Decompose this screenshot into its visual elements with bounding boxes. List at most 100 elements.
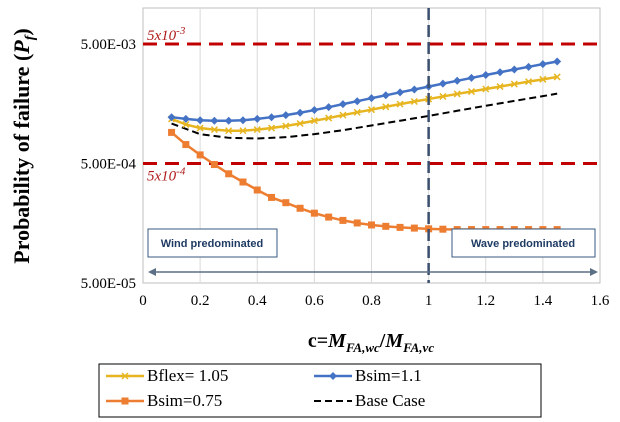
data-point <box>310 117 318 125</box>
data-point <box>481 71 490 80</box>
x-tick-label: 0.4 <box>248 293 267 309</box>
wind-region-box: Wind predominated <box>147 228 278 258</box>
x-tick-label: 0.6 <box>305 293 324 309</box>
data-point <box>210 126 218 134</box>
data-point <box>353 108 361 116</box>
legend-label: Bsim=1.1 <box>355 366 422 385</box>
data-point <box>496 68 505 77</box>
series-line <box>171 75 558 132</box>
data-point <box>121 397 129 405</box>
x-tick-label: 1.2 <box>476 293 495 309</box>
data-point <box>410 224 418 232</box>
x-tick-label: 1.4 <box>534 293 553 309</box>
data-point <box>268 193 276 201</box>
data-point <box>253 186 261 194</box>
data-point <box>225 127 233 135</box>
legend: Bflex= 1.05 Bsim=1.1 Bsim=0.75 Base Case <box>98 363 542 418</box>
data-point <box>396 88 405 97</box>
data-point <box>296 204 304 212</box>
y-axis-label: Probability of failure (Pf) <box>9 28 38 263</box>
y-tick-label: 5.00E-04 <box>81 156 137 172</box>
series-line <box>171 92 558 140</box>
x-tick-label: 1 <box>425 293 433 309</box>
data-point <box>239 127 247 135</box>
data-point <box>367 106 376 114</box>
data-point <box>539 75 547 83</box>
series-bsim-1-1 <box>167 57 562 125</box>
data-point <box>168 128 176 136</box>
data-point <box>310 209 318 217</box>
series-line <box>171 60 558 122</box>
data-point <box>382 222 390 230</box>
data-point <box>368 221 375 229</box>
threshold-label: 5x10-3 <box>147 25 186 44</box>
y-tick-label: 5.00E-03 <box>81 37 136 53</box>
data-point <box>410 97 418 106</box>
data-point <box>410 85 419 94</box>
data-point <box>296 119 304 128</box>
data-point <box>267 113 276 122</box>
data-point <box>181 114 190 123</box>
legend-item: Bsim=1.1 <box>314 366 422 385</box>
data-point <box>396 100 404 108</box>
data-point <box>510 65 519 74</box>
data-point <box>324 103 333 112</box>
data-point <box>496 83 504 91</box>
data-point <box>253 114 262 123</box>
legend-label: Bflex= 1.05 <box>147 366 228 385</box>
data-point <box>524 62 533 71</box>
data-point <box>381 91 390 100</box>
data-point <box>282 199 290 207</box>
x-tick-label: 1.6 <box>591 293 610 309</box>
x-tick-label: 0 <box>139 293 147 309</box>
y-tick-label: 5.00E-05 <box>81 276 136 292</box>
series-line <box>170 131 558 231</box>
data-point <box>425 225 433 233</box>
data-point <box>325 114 333 122</box>
data-point <box>167 113 176 122</box>
legend-item: Base Case <box>314 391 425 410</box>
data-point <box>367 94 376 103</box>
data-point <box>439 92 447 100</box>
series-layer <box>167 57 562 234</box>
x-axis-label: c=MFA,wc/MFA,vc <box>308 330 434 355</box>
x-tick-label: 0.2 <box>191 293 210 309</box>
data-point <box>553 73 561 81</box>
wave-region-label: Wave predominated <box>471 238 575 250</box>
data-point <box>510 80 518 88</box>
legend-label: Base Case <box>355 391 425 410</box>
x-tick-label: 0.8 <box>362 293 381 309</box>
data-point <box>310 106 319 115</box>
data-point <box>467 73 476 82</box>
data-point <box>182 120 190 129</box>
legend-item: Bflex= 1.05 <box>106 366 228 385</box>
data-point <box>453 90 461 98</box>
data-point <box>268 124 276 132</box>
data-point <box>439 225 447 233</box>
data-point <box>239 178 247 186</box>
data-point <box>467 88 475 96</box>
data-point <box>339 216 347 224</box>
legend-item: Bsim=0.75 <box>106 391 222 410</box>
data-point <box>538 60 547 69</box>
threshold-lines: 5x10-3 5x10-4 <box>143 25 600 184</box>
data-point <box>353 219 361 227</box>
threshold-label: 5x10-4 <box>147 165 186 184</box>
data-point <box>281 111 290 120</box>
data-point <box>338 100 347 109</box>
data-point <box>329 372 337 380</box>
wave-region-box: Wave predominated <box>451 228 596 258</box>
data-point <box>196 116 205 125</box>
data-point <box>121 372 129 380</box>
data-point <box>196 124 204 132</box>
data-point <box>225 170 233 178</box>
data-point <box>482 85 490 93</box>
series-bsim-0-75 <box>168 128 561 234</box>
legend-label: Bsim=0.75 <box>147 391 222 410</box>
data-point <box>382 103 390 111</box>
data-point <box>525 78 533 86</box>
data-point <box>224 116 233 125</box>
data-point <box>182 141 190 149</box>
series-base-case <box>171 92 558 140</box>
